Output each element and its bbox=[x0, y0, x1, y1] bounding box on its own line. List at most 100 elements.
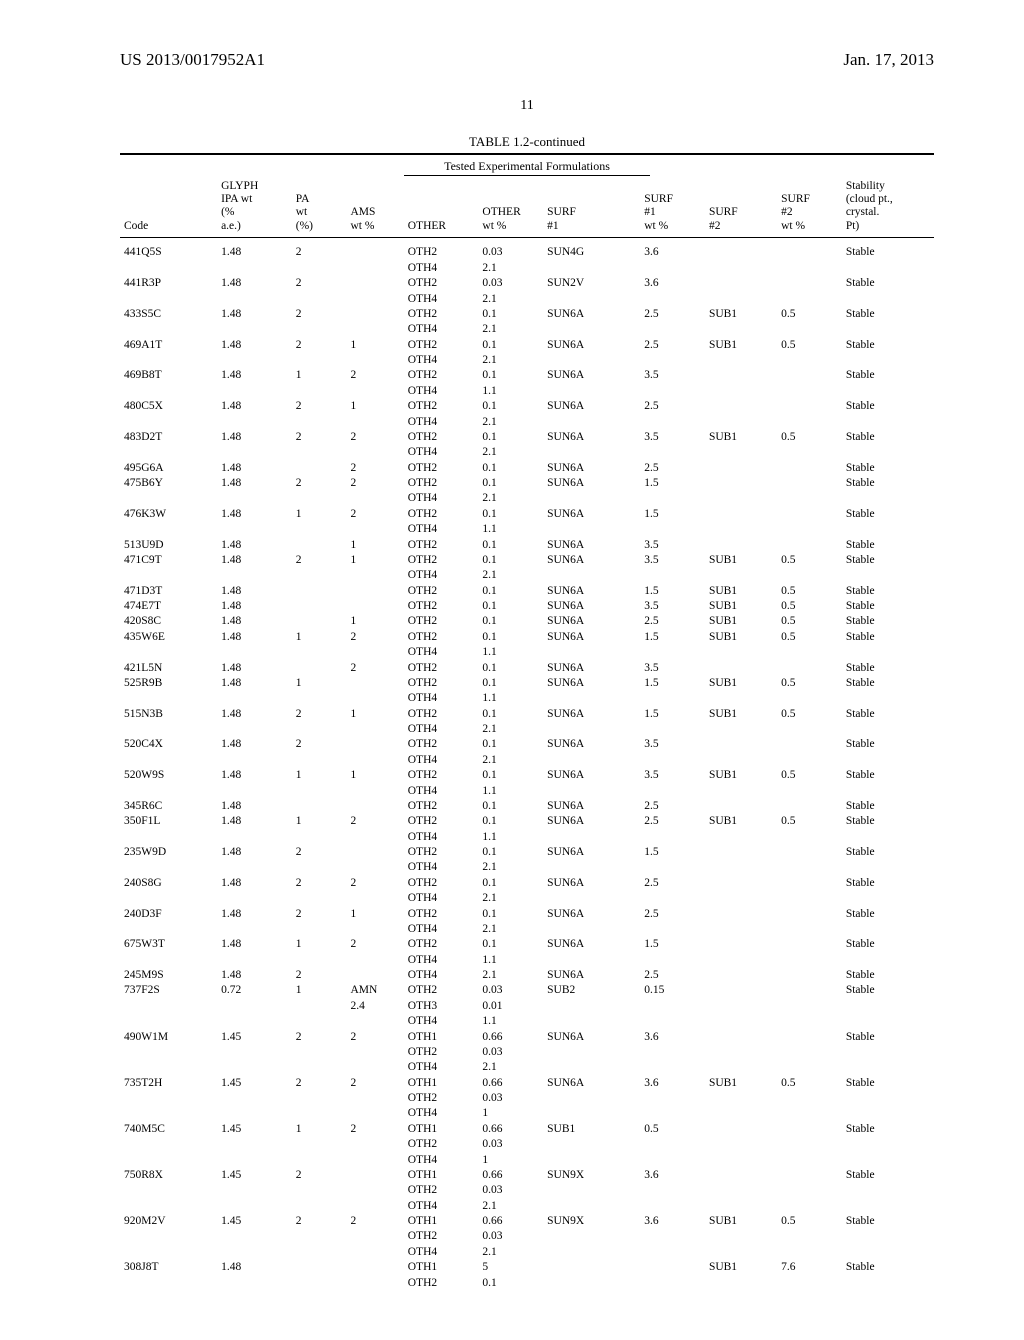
table-cell: Stable bbox=[842, 906, 934, 921]
table-row: 520C4X1.482OTH20.1SUN6A3.5Stable bbox=[120, 737, 934, 752]
table-cell: Stable bbox=[842, 737, 934, 752]
table-cell bbox=[217, 1152, 292, 1167]
table-cell: 3.6 bbox=[640, 245, 705, 260]
table-cell: 421L5N bbox=[120, 660, 217, 675]
table-cell: 2.1 bbox=[478, 1060, 543, 1075]
table-cell: 0.03 bbox=[478, 1044, 543, 1059]
table-cell bbox=[842, 568, 934, 583]
table-cell bbox=[543, 952, 640, 967]
table-cell bbox=[120, 891, 217, 906]
table-cell: 2.1 bbox=[478, 921, 543, 936]
table-cell: OTH3 bbox=[404, 998, 479, 1013]
table-cell: OTH1 bbox=[404, 1214, 479, 1229]
table-row: 737F2S0.721AMNOTH20.03SUB20.15Stable bbox=[120, 983, 934, 998]
table-cell bbox=[705, 968, 777, 983]
table-cell: 0.5 bbox=[777, 1075, 842, 1090]
table-cell: 2.1 bbox=[478, 568, 543, 583]
table-cell: 0.1 bbox=[478, 660, 543, 675]
table-cell bbox=[347, 1244, 404, 1259]
table-cell: OTH4 bbox=[404, 891, 479, 906]
table-cell: OTH1 bbox=[404, 1121, 479, 1136]
table-cell: SUB1 bbox=[705, 614, 777, 629]
table-cell: 525R9B bbox=[120, 675, 217, 690]
table-cell bbox=[842, 1106, 934, 1121]
table-cell bbox=[292, 1183, 347, 1198]
table-cell bbox=[347, 583, 404, 598]
table-cell bbox=[347, 1060, 404, 1075]
table-cell bbox=[347, 1137, 404, 1152]
table-cell: OTH4 bbox=[404, 383, 479, 398]
table-cell: 2 bbox=[292, 906, 347, 921]
page-header: US 2013/0017952A1 Jan. 17, 2013 bbox=[120, 50, 934, 70]
table-cell: OTH4 bbox=[404, 645, 479, 660]
table-cell: 1.48 bbox=[217, 476, 292, 491]
table-cell: Stable bbox=[842, 599, 934, 614]
table-cell bbox=[640, 353, 705, 368]
table-cell bbox=[705, 445, 777, 460]
table-cell bbox=[120, 1275, 217, 1290]
table-cell: 0.1 bbox=[478, 399, 543, 414]
table-cell bbox=[842, 1060, 934, 1075]
col-pa: PAwt(%) bbox=[292, 178, 347, 237]
table-cell: 1.48 bbox=[217, 506, 292, 521]
table-cell bbox=[777, 353, 842, 368]
table-cell bbox=[842, 952, 934, 967]
table-cell: 1.48 bbox=[217, 706, 292, 721]
table-cell bbox=[777, 1244, 842, 1259]
table-cell: 1.1 bbox=[478, 952, 543, 967]
table-cell bbox=[705, 829, 777, 844]
table-cell bbox=[842, 783, 934, 798]
table-cell: 0.1 bbox=[478, 875, 543, 890]
table-cell bbox=[543, 891, 640, 906]
table-cell: 1 bbox=[292, 937, 347, 952]
table-cell: 0.5 bbox=[777, 629, 842, 644]
table-cell: 2.1 bbox=[478, 860, 543, 875]
table-cell bbox=[217, 722, 292, 737]
table-cell bbox=[705, 1106, 777, 1121]
table-cell: 1 bbox=[347, 399, 404, 414]
table-cell: OTH4 bbox=[404, 291, 479, 306]
table-cell bbox=[777, 276, 842, 291]
table-cell bbox=[705, 1044, 777, 1059]
table-cell: 0.1 bbox=[478, 845, 543, 860]
table-cell bbox=[777, 660, 842, 675]
table-cell bbox=[640, 260, 705, 275]
table-cell: 476K3W bbox=[120, 506, 217, 521]
table-cell: 2.5 bbox=[640, 337, 705, 352]
table-cell bbox=[217, 568, 292, 583]
table-cell bbox=[705, 353, 777, 368]
table-cell: 3.5 bbox=[640, 660, 705, 675]
table-cell bbox=[543, 1198, 640, 1213]
table-cell bbox=[777, 445, 842, 460]
table-cell: 1 bbox=[347, 768, 404, 783]
table-cell bbox=[292, 798, 347, 813]
table-row: OTH41 bbox=[120, 1106, 934, 1121]
table-cell bbox=[347, 491, 404, 506]
table-cell: 3.5 bbox=[640, 599, 705, 614]
table-cell bbox=[347, 522, 404, 537]
table-cell bbox=[705, 798, 777, 813]
table-cell: 345R6C bbox=[120, 798, 217, 813]
table-cell: 0.1 bbox=[478, 429, 543, 444]
table-cell bbox=[777, 1121, 842, 1136]
table-cell: 1 bbox=[292, 983, 347, 998]
table-cell: 0.1 bbox=[478, 906, 543, 921]
table-cell bbox=[543, 860, 640, 875]
table-cell: 2.1 bbox=[478, 445, 543, 460]
table-cell bbox=[777, 322, 842, 337]
col-surf1: SURF#1 bbox=[543, 178, 640, 237]
table-cell bbox=[543, 1044, 640, 1059]
table-cell bbox=[842, 1044, 934, 1059]
table-cell bbox=[292, 614, 347, 629]
table-cell: OTH2 bbox=[404, 814, 479, 829]
table-cell: OTH2 bbox=[404, 906, 479, 921]
col-code: Code bbox=[120, 178, 217, 237]
table-cell bbox=[120, 829, 217, 844]
table-cell: 0.5 bbox=[777, 706, 842, 721]
table-row: OTH20.1 bbox=[120, 1275, 934, 1290]
table-cell bbox=[217, 829, 292, 844]
table-cell bbox=[347, 1044, 404, 1059]
table-cell: Stable bbox=[842, 476, 934, 491]
table-cell: 2.5 bbox=[640, 614, 705, 629]
table-cell bbox=[842, 752, 934, 767]
